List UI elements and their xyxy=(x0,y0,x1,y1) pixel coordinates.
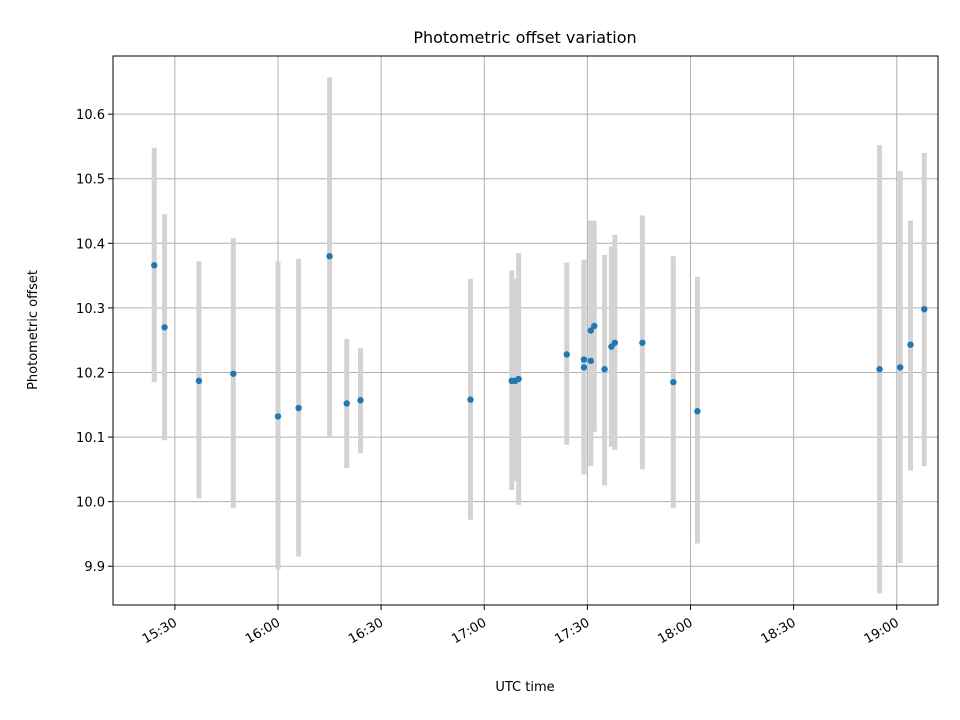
data-point xyxy=(274,413,282,420)
data-point xyxy=(326,253,333,260)
data-point xyxy=(694,408,701,415)
y-tick-label: 10.4 xyxy=(76,237,105,252)
grid xyxy=(113,56,938,605)
plot-frame xyxy=(112,55,939,606)
y-tick-label: 10.0 xyxy=(76,496,105,511)
data-point xyxy=(587,327,595,334)
data-point xyxy=(343,400,350,407)
data-point xyxy=(230,370,237,377)
y-tick-label: 10.3 xyxy=(76,302,105,317)
data-point xyxy=(896,364,904,371)
x-axis-label: UTC time xyxy=(495,680,554,695)
data-point xyxy=(195,377,203,385)
data-point xyxy=(467,396,474,403)
data-point xyxy=(580,364,588,371)
data-point xyxy=(161,324,168,331)
data-point xyxy=(295,404,302,412)
data-point xyxy=(611,339,619,346)
y-tick-label: 10.1 xyxy=(76,431,105,446)
data-point xyxy=(921,305,928,313)
data-point xyxy=(591,322,598,330)
y-tick-label: 10.5 xyxy=(76,173,105,188)
chart-title: Photometric offset variation xyxy=(413,28,636,47)
y-tick-label: 10.2 xyxy=(76,366,105,381)
data-points xyxy=(151,253,928,420)
data-point xyxy=(639,339,646,346)
data-point xyxy=(151,262,158,269)
data-point xyxy=(357,397,364,404)
data-point xyxy=(563,351,570,358)
data-point xyxy=(876,366,883,373)
data-point xyxy=(515,375,522,383)
y-tick-label: 9.9 xyxy=(84,560,105,575)
data-point xyxy=(601,366,608,373)
data-point xyxy=(907,341,914,348)
data-point xyxy=(587,357,595,365)
y-tick-label: 10.6 xyxy=(76,108,105,123)
y-axis-label: Photometric offset xyxy=(26,270,41,390)
data-point xyxy=(670,378,677,386)
data-point xyxy=(580,356,588,363)
